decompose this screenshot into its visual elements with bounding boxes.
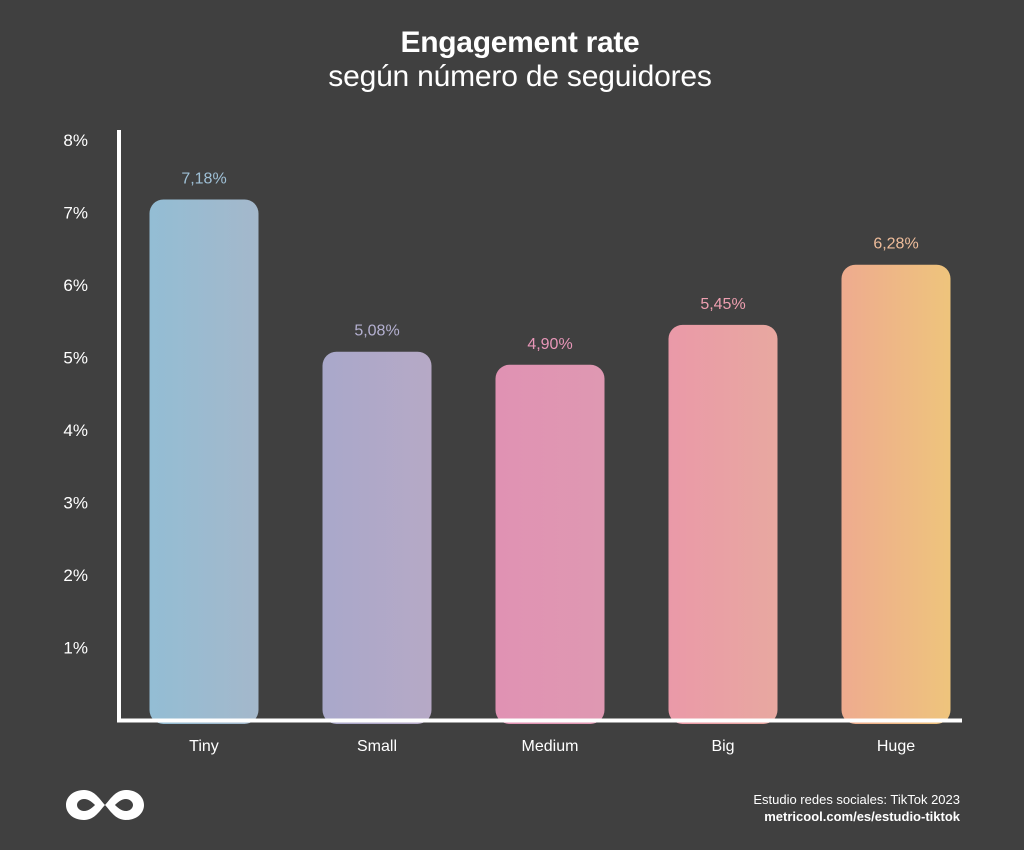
y-tick-label: 8%: [63, 131, 88, 150]
bar-huge: [841, 264, 951, 724]
chart-title: Engagement rate: [400, 26, 640, 59]
y-tick-label: 7%: [63, 204, 88, 223]
footer-url: metricool.com/es/estudio-tiktok: [764, 809, 960, 824]
y-tick-label: 2%: [63, 566, 88, 585]
value-label-big: 5,45%: [700, 296, 745, 313]
x-tick-label-medium: Medium: [522, 738, 579, 755]
y-tick-label: 4%: [63, 421, 88, 440]
x-tick-label-big: Big: [711, 738, 734, 755]
footer-source: Estudio redes sociales: TikTok 2023: [753, 792, 960, 807]
value-label-medium: 4,90%: [527, 336, 572, 353]
bar-tiny: [149, 199, 259, 724]
x-tick-label-tiny: Tiny: [189, 738, 219, 755]
y-tick-label: 6%: [63, 276, 88, 295]
bar-small: [322, 351, 432, 724]
y-tick-label: 3%: [63, 494, 88, 513]
bar-big: [668, 324, 778, 724]
bar-medium: [495, 364, 605, 724]
y-tick-label: 5%: [63, 349, 88, 368]
x-tick-label-small: Small: [357, 738, 397, 755]
x-tick-label-huge: Huge: [877, 738, 915, 755]
value-label-huge: 6,28%: [873, 236, 918, 253]
value-label-small: 5,08%: [354, 323, 399, 340]
y-tick-label: 1%: [63, 639, 88, 658]
chart-subtitle: según número de seguidores: [328, 60, 712, 93]
value-label-tiny: 7,18%: [181, 170, 226, 187]
metricool-infinity-logo-icon: [66, 790, 144, 820]
